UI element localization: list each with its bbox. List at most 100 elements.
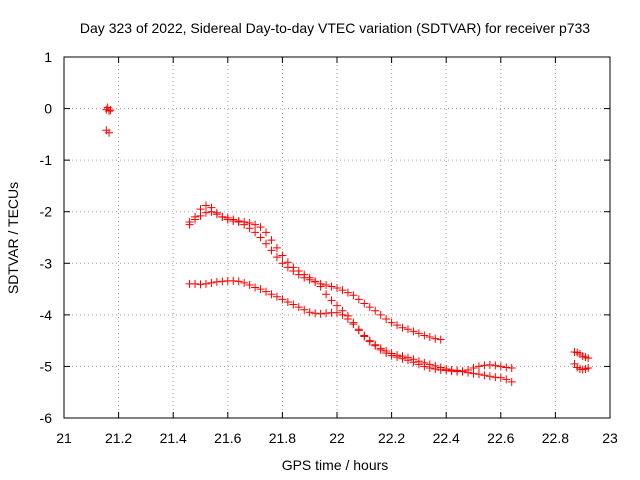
data-point	[360, 299, 369, 308]
series-arc-a	[102, 103, 115, 116]
data-point	[376, 310, 385, 319]
data-point	[311, 309, 320, 318]
data-point	[196, 211, 205, 220]
data-point	[305, 308, 314, 317]
data-point	[283, 297, 292, 306]
data-point	[223, 213, 232, 222]
data-point	[218, 212, 227, 221]
data-point	[403, 325, 412, 334]
data-points	[102, 103, 593, 386]
data-point	[403, 356, 412, 365]
data-point	[333, 301, 341, 310]
data-point	[256, 285, 265, 294]
data-point	[398, 354, 407, 363]
data-point	[278, 259, 287, 268]
data-point	[502, 375, 511, 384]
data-point	[333, 308, 341, 317]
data-point	[294, 267, 303, 276]
data-point	[262, 287, 271, 296]
data-point	[196, 205, 205, 214]
data-point	[245, 280, 254, 289]
data-point	[496, 362, 505, 371]
data-point	[436, 366, 445, 375]
data-point	[485, 360, 494, 369]
data-point	[387, 318, 396, 327]
data-point	[278, 295, 287, 304]
data-point	[234, 216, 243, 225]
x-tick-label: 21.2	[105, 430, 132, 446]
data-point	[207, 207, 216, 216]
data-point	[327, 282, 336, 291]
data-point	[409, 327, 418, 336]
data-point	[322, 280, 331, 289]
data-point	[507, 363, 516, 372]
data-point	[262, 228, 271, 237]
chart-title: Day 323 of 2022, Sidereal Day-to-day VTE…	[80, 20, 590, 36]
data-point	[229, 215, 238, 224]
data-point	[322, 290, 331, 299]
data-point	[393, 353, 402, 362]
y-axis-label: SDTVAR / TECUs	[5, 182, 21, 294]
data-point	[105, 107, 114, 116]
data-point	[289, 300, 298, 309]
x-tick-label: 22.8	[542, 430, 569, 446]
data-point	[272, 253, 281, 262]
series-arc-d	[185, 207, 516, 386]
data-point	[382, 314, 391, 323]
data-point	[251, 283, 260, 292]
y-tick-label: 0	[44, 101, 52, 117]
data-point	[207, 278, 216, 287]
grid-lines	[64, 57, 610, 418]
data-point	[267, 290, 276, 299]
data-point	[349, 291, 358, 300]
data-point	[294, 303, 303, 312]
y-tick-label: -5	[40, 358, 53, 374]
data-point	[338, 286, 347, 295]
x-tick-label: 22.6	[487, 430, 514, 446]
data-point	[491, 361, 500, 370]
data-point	[496, 373, 505, 382]
y-tick-label: -4	[40, 307, 53, 323]
data-point	[502, 363, 511, 372]
series-arc-f	[570, 347, 593, 363]
data-point	[343, 288, 352, 297]
data-point	[106, 106, 115, 115]
series-arc-e	[185, 276, 516, 376]
data-point	[442, 366, 451, 375]
data-point	[414, 329, 423, 338]
y-tick-label: 1	[44, 49, 52, 65]
data-point	[354, 326, 363, 335]
y-tick-label: -3	[40, 255, 53, 271]
data-point	[256, 223, 265, 232]
data-point	[360, 332, 369, 341]
x-tick-label: 21.4	[160, 430, 187, 446]
series-arc-c	[185, 201, 445, 344]
data-point	[469, 363, 478, 372]
data-point	[431, 365, 440, 374]
data-point	[453, 367, 462, 376]
data-point	[507, 377, 516, 386]
data-point	[229, 276, 238, 285]
data-point	[300, 305, 309, 314]
x-tick-label: 22.2	[378, 430, 405, 446]
y-tick-label: -6	[40, 410, 53, 426]
data-point	[240, 278, 249, 287]
y-tick-label: -2	[40, 204, 53, 220]
data-point	[474, 362, 483, 371]
data-point	[316, 282, 325, 291]
data-point	[474, 370, 483, 379]
data-point	[343, 314, 352, 323]
data-point	[251, 220, 260, 229]
data-point	[327, 296, 336, 305]
data-point	[414, 360, 423, 369]
data-point	[201, 279, 210, 288]
x-tick-label: 22	[329, 430, 345, 446]
data-point	[322, 309, 331, 318]
data-point	[240, 218, 249, 227]
data-point	[420, 362, 429, 371]
data-point	[398, 323, 407, 332]
data-point	[409, 358, 418, 367]
data-point	[333, 284, 341, 293]
series-arc-b	[102, 126, 114, 137]
